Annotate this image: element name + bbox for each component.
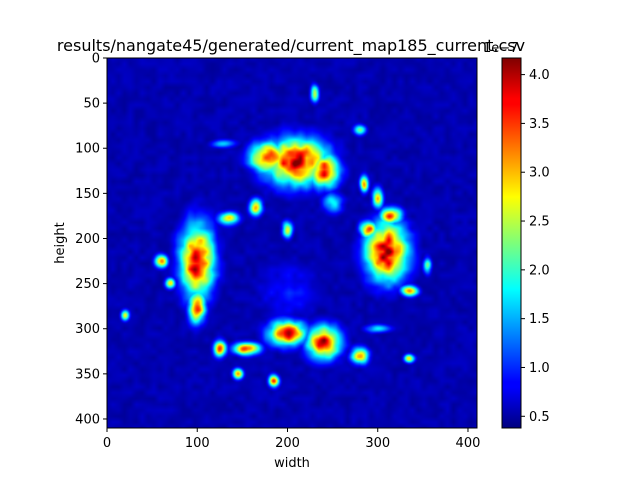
colorbar-tick-label: 2.5 xyxy=(529,215,550,230)
heatmap-image xyxy=(107,58,477,428)
colorbar-tick-label: 0.5 xyxy=(529,410,550,425)
y-tick-label: 350 xyxy=(75,367,100,382)
colorbar-tick-label: 1.5 xyxy=(529,312,550,327)
plot-area xyxy=(106,57,478,429)
y-tick-label: 400 xyxy=(75,412,100,427)
y-tick-label: 200 xyxy=(75,232,100,247)
colorbar: 0.5 1.0 1.5 2.0 2.5 3.0 3.5 4.0 1e−7 xyxy=(483,41,550,429)
y-tick-label: 100 xyxy=(75,142,100,157)
colorbar-gradient xyxy=(501,57,522,429)
y-axis-label: height xyxy=(53,222,68,263)
x-tick-label: 0 xyxy=(103,436,111,451)
x-axis-label: width xyxy=(274,456,310,471)
x-tick-label: 400 xyxy=(456,436,481,451)
y-tick-label: 250 xyxy=(75,277,100,292)
y-tick-label: 0 xyxy=(92,52,100,67)
x-tick-label: 200 xyxy=(275,436,300,451)
plot-frame xyxy=(106,57,478,429)
colorbar-tick-label: 4.0 xyxy=(529,68,550,83)
y-tick-label: 50 xyxy=(83,97,100,112)
colorbar-offset-label: 1e−7 xyxy=(483,41,518,56)
y-tick-label: 150 xyxy=(75,187,100,202)
colorbar-tick-label: 3.0 xyxy=(529,166,550,181)
y-tick-label: 300 xyxy=(75,322,100,337)
colorbar-tick-label: 3.5 xyxy=(529,117,550,132)
colorbar-ticks: 0.5 1.0 1.5 2.0 2.5 3.0 3.5 4.0 xyxy=(521,68,550,425)
colorbar-tick-label: 2.0 xyxy=(529,263,550,278)
x-tick-label: 100 xyxy=(185,436,210,451)
x-tick-label: 300 xyxy=(365,436,390,451)
y-axis: 0 50 100 150 200 250 300 350 400 xyxy=(75,52,107,427)
colorbar-tick-label: 1.0 xyxy=(529,361,550,376)
chart-title: results/nangate45/generated/current_map1… xyxy=(57,36,525,56)
x-axis: 0 100 200 300 400 xyxy=(103,428,481,451)
